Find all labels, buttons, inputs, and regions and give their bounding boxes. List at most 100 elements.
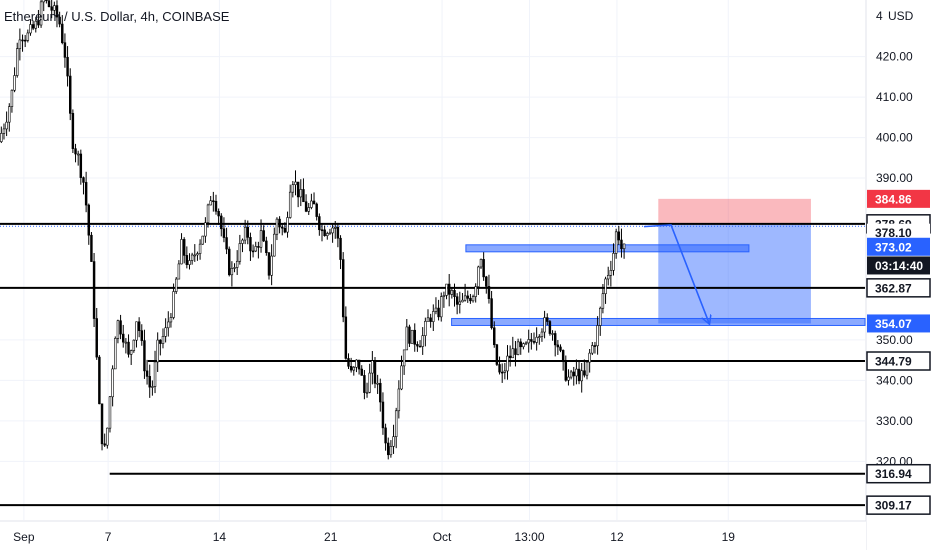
candle-body — [485, 276, 488, 287]
candle-body — [376, 382, 379, 385]
candle — [50, 0, 53, 19]
candle-body — [585, 361, 589, 376]
price-badge: 03:14:40 — [867, 256, 930, 275]
candle — [493, 321, 496, 348]
candle-body — [225, 237, 228, 250]
candle — [413, 323, 416, 352]
candle-body — [450, 290, 454, 295]
candle-body — [373, 360, 377, 384]
y-tick-label: 350.00 — [876, 333, 913, 347]
candle — [42, 0, 45, 12]
candle — [524, 341, 528, 346]
candle-body — [498, 364, 501, 373]
candle-body — [291, 184, 295, 193]
candle — [241, 238, 244, 253]
candle — [432, 304, 435, 331]
candle-body — [204, 222, 207, 237]
candle — [82, 176, 85, 195]
candle-body — [175, 278, 178, 292]
candle-body — [135, 321, 138, 341]
candle — [455, 293, 459, 315]
candle-body — [360, 368, 363, 376]
candle-body — [540, 331, 544, 337]
candle-body — [622, 243, 626, 249]
candle-body — [349, 365, 353, 371]
candle — [405, 318, 409, 351]
x-tick-label: 13:00 — [514, 530, 544, 544]
x-tick-label: 19 — [722, 530, 736, 544]
grid-lines — [0, 0, 865, 520]
x-tick-label: 7 — [105, 530, 112, 544]
price-badge: 384.86 — [867, 189, 930, 208]
candle-body — [569, 371, 573, 378]
candle — [45, 0, 48, 4]
candle-body — [357, 359, 361, 370]
candle — [546, 313, 549, 326]
candle — [129, 349, 133, 365]
candle — [453, 283, 456, 307]
candle — [341, 252, 345, 323]
candle — [230, 261, 234, 287]
candle — [328, 228, 332, 235]
candle-body — [511, 348, 515, 359]
candle-body — [599, 307, 602, 326]
candle-body — [201, 235, 204, 245]
candle — [357, 359, 361, 375]
price-axis: 320.00330.00340.00350.00390.00400.00410.… — [865, 0, 932, 550]
candle-body — [42, 0, 45, 3]
candle — [591, 341, 594, 356]
candle-body — [363, 375, 366, 393]
price-badge-text: 344.79 — [875, 355, 912, 369]
candle-body — [262, 230, 265, 242]
candle — [167, 311, 170, 337]
candle-body — [344, 316, 348, 359]
candle — [74, 143, 77, 163]
candle — [583, 359, 586, 378]
candle-body — [556, 344, 560, 348]
candle-body — [445, 283, 448, 296]
candle-body — [567, 376, 570, 381]
candle-body — [251, 250, 255, 253]
candle — [61, 15, 64, 45]
candle — [429, 313, 432, 328]
candle — [421, 327, 424, 355]
candle-body — [487, 286, 491, 299]
price-badge-background — [867, 189, 930, 208]
candle — [326, 231, 329, 240]
candle-body — [482, 259, 485, 278]
candle — [384, 423, 387, 451]
candle-body — [111, 368, 114, 398]
candle-body — [159, 339, 162, 344]
price-badge-background — [867, 237, 930, 256]
candle — [294, 170, 297, 196]
candle — [270, 244, 273, 286]
candle-body — [92, 261, 96, 319]
candle — [37, 9, 40, 28]
candle-body — [39, 1, 43, 26]
time-axis-background — [0, 521, 866, 550]
candle — [400, 355, 403, 391]
candle — [98, 355, 101, 405]
price-badge: 309.17 — [866, 495, 931, 515]
candle — [233, 263, 236, 273]
candle — [55, 0, 59, 28]
candle — [495, 343, 499, 366]
candle — [593, 341, 597, 354]
price-badge-background — [866, 463, 931, 484]
candle — [620, 228, 623, 258]
candle-body — [455, 296, 459, 305]
candle — [556, 340, 560, 355]
candle-body — [463, 295, 467, 301]
candle — [283, 222, 287, 234]
candle — [373, 357, 377, 389]
candle — [106, 427, 109, 449]
candle-body — [145, 370, 149, 377]
candle — [572, 366, 575, 386]
candle — [212, 191, 215, 212]
candle — [190, 252, 194, 265]
candle-body — [23, 39, 27, 42]
candle — [220, 213, 223, 237]
candle — [159, 339, 162, 356]
candle — [15, 42, 19, 78]
